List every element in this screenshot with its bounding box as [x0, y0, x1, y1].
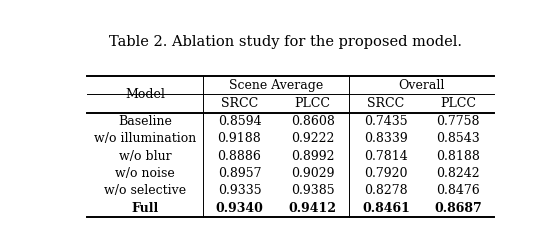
Text: Baseline: Baseline: [118, 115, 172, 128]
Text: 0.8242: 0.8242: [436, 167, 480, 180]
Text: 0.7814: 0.7814: [364, 150, 408, 162]
Text: 0.7435: 0.7435: [364, 115, 408, 128]
Text: 0.9188: 0.9188: [218, 132, 261, 145]
Text: 0.8886: 0.8886: [218, 150, 262, 162]
Text: SRCC: SRCC: [221, 97, 258, 110]
Text: PLCC: PLCC: [295, 97, 331, 110]
Text: 0.8476: 0.8476: [436, 184, 480, 197]
Text: 0.9340: 0.9340: [215, 202, 263, 214]
Text: 0.8188: 0.8188: [436, 150, 480, 162]
Text: Scene Average: Scene Average: [229, 79, 323, 92]
Text: 0.8608: 0.8608: [291, 115, 335, 128]
Text: 0.9029: 0.9029: [291, 167, 334, 180]
Text: 0.8992: 0.8992: [291, 150, 334, 162]
Text: 0.8278: 0.8278: [364, 184, 408, 197]
Text: 0.9385: 0.9385: [291, 184, 334, 197]
Text: w/o noise: w/o noise: [115, 167, 175, 180]
Text: Model: Model: [125, 88, 165, 101]
Text: Full: Full: [131, 202, 158, 214]
Text: 0.8543: 0.8543: [436, 132, 480, 145]
Text: SRCC: SRCC: [367, 97, 405, 110]
Text: 0.8687: 0.8687: [434, 202, 482, 214]
Text: 0.8957: 0.8957: [218, 167, 261, 180]
Text: 0.8339: 0.8339: [364, 132, 408, 145]
Text: 0.9412: 0.9412: [288, 202, 336, 214]
Text: w/o selective: w/o selective: [104, 184, 186, 197]
Text: w/o illumination: w/o illumination: [94, 132, 196, 145]
Text: 0.7758: 0.7758: [436, 115, 480, 128]
Text: 0.9222: 0.9222: [291, 132, 334, 145]
Text: Overall: Overall: [398, 79, 445, 92]
Text: 0.7920: 0.7920: [364, 167, 407, 180]
Text: Table 2. Ablation study for the proposed model.: Table 2. Ablation study for the proposed…: [109, 34, 463, 48]
Text: 0.8594: 0.8594: [218, 115, 261, 128]
Text: 0.8461: 0.8461: [362, 202, 410, 214]
Text: PLCC: PLCC: [440, 97, 476, 110]
Text: w/o blur: w/o blur: [119, 150, 171, 162]
Text: 0.9335: 0.9335: [218, 184, 261, 197]
